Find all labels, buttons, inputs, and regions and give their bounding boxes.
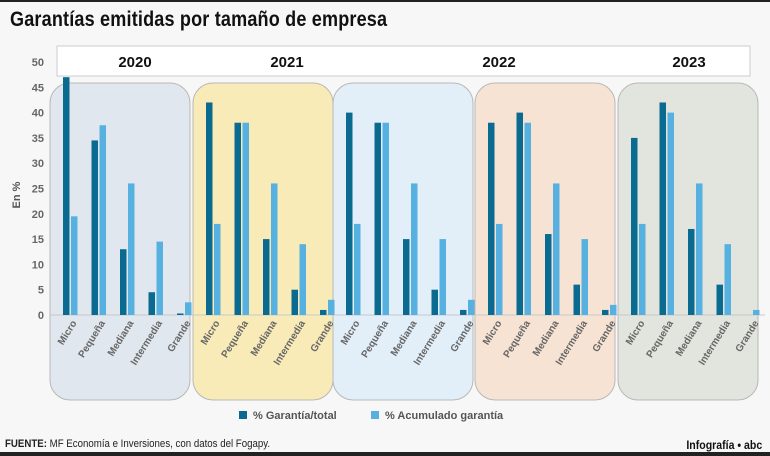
bar [263,239,270,315]
bar [411,183,418,315]
year-label: 2020 [118,54,151,71]
bar [206,102,213,315]
y-tick-label: 20 [32,209,44,221]
bar [374,122,381,315]
bar [291,289,298,315]
bar [431,289,438,315]
legend-swatch [239,411,247,419]
bar [91,140,98,315]
bottom-bar [0,452,770,456]
bar [128,183,135,315]
bar [177,313,184,315]
y-tick-label: 15 [32,234,44,246]
y-tick-label: 10 [32,259,44,271]
bar [354,223,361,315]
bar [185,302,192,315]
year-panel [49,82,191,401]
bar [468,299,475,315]
bar [716,284,723,315]
bar [724,244,731,315]
legend-label: % Garantía/total [253,410,337,422]
year-label: 2023 [672,54,705,71]
bar [382,122,389,315]
bar [545,234,552,315]
source-note: FUENTE: MF Economía e Inversiones, con d… [5,438,270,450]
bar [346,112,353,315]
bar [148,292,155,315]
bar [488,122,495,315]
bar [271,183,278,315]
bar [71,216,78,315]
bar [581,239,588,315]
bar [753,309,760,315]
bar [299,244,306,315]
bar [516,112,523,315]
credit: Infografía • abc [686,438,762,452]
y-tick-label: 30 [32,158,44,170]
bar [688,228,695,315]
bar [156,241,163,315]
y-tick-label: 5 [38,285,44,297]
bar [234,122,241,315]
bar [524,122,531,315]
source-text: MF Economía e Inversiones, con datos del… [49,438,271,450]
y-tick-label: 45 [32,82,44,94]
bar [214,223,221,315]
bar [639,223,646,315]
bar [460,309,467,315]
legend-swatch [371,411,379,419]
bar [667,112,674,315]
bar [602,309,609,315]
bar [610,304,617,315]
y-axis-label: En % [11,181,23,208]
bar [120,249,127,315]
bar [659,102,666,315]
bar [696,183,703,315]
bar [328,299,335,315]
y-tick-label: 50 [32,57,44,69]
chart-title: Garantías emitidas por tamaño de empresa [10,8,388,31]
legend-label: % Acumulado garantía [385,410,504,422]
bar [553,183,560,315]
bar [439,239,446,315]
bar [403,239,410,315]
y-tick-label: 35 [32,133,44,145]
y-tick-label: 0 [38,310,44,322]
bar [573,284,580,315]
bar [631,137,638,315]
bar [242,122,249,315]
source-label: FUENTE: [5,438,47,450]
y-tick-label: 25 [32,184,44,196]
bar [63,77,70,316]
bar [496,223,503,315]
bar [320,309,327,315]
y-tick-label: 40 [32,108,44,120]
year-label: 2021 [270,54,303,71]
year-header [56,45,751,77]
year-label: 2022 [482,54,515,71]
bar [99,125,106,315]
